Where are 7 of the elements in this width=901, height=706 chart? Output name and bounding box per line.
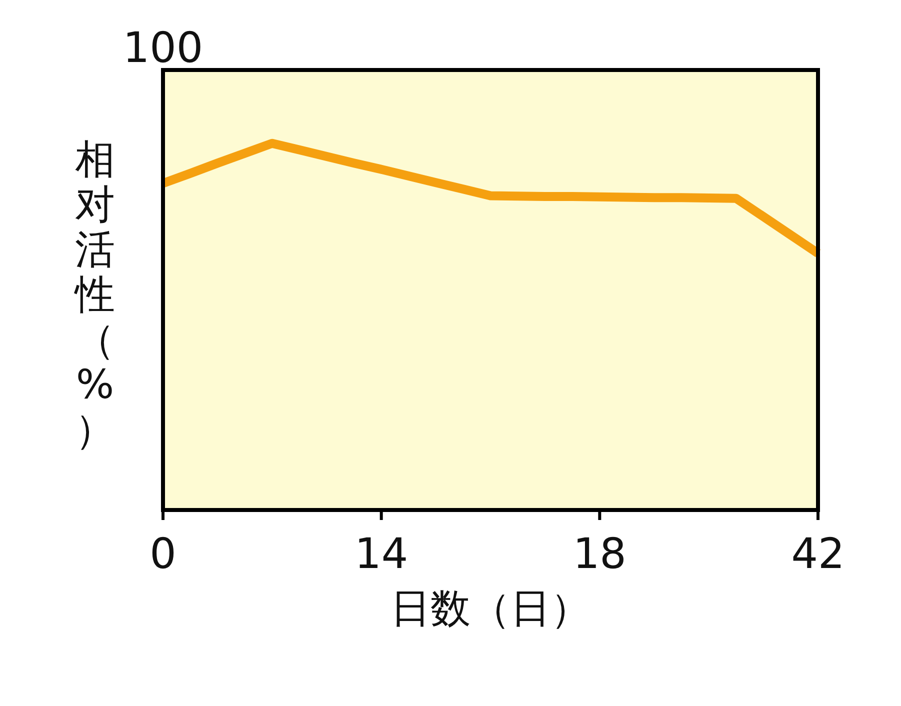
x-axis-title: 日数（日） (390, 586, 590, 632)
x-tick-label: 0 (150, 529, 176, 578)
annotation: 100 (122, 23, 204, 72)
x-tick-label: 18 (572, 529, 626, 578)
x-tick-label: 14 (354, 529, 408, 578)
x-tick-label: 42 (791, 529, 845, 578)
y-axis-title: 相对活性（%） (75, 137, 115, 453)
